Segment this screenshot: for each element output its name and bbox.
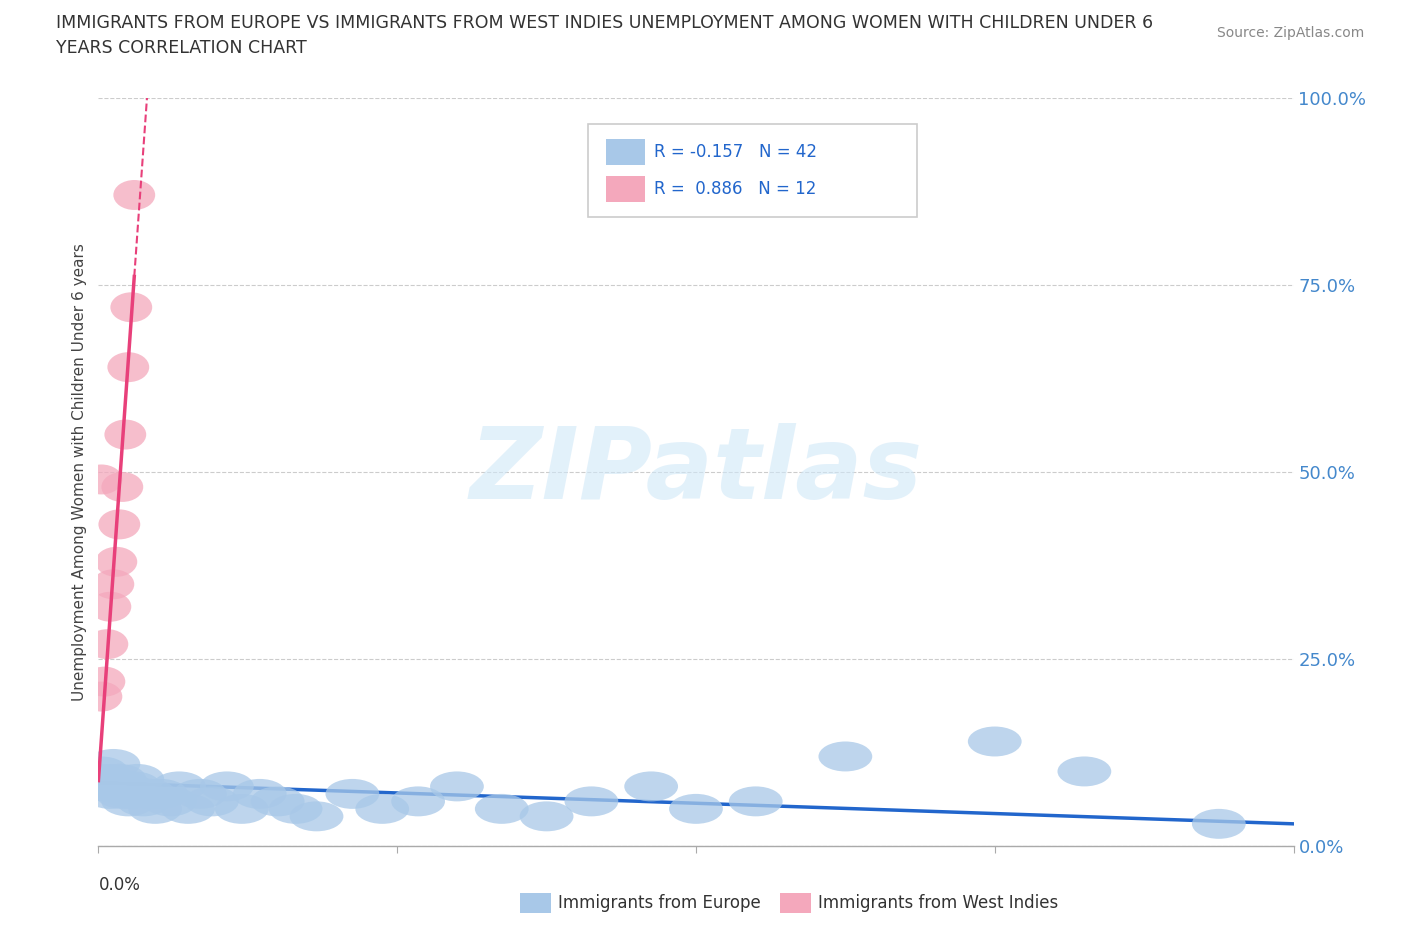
Ellipse shape [669, 794, 723, 824]
Ellipse shape [87, 630, 128, 659]
Ellipse shape [1192, 809, 1246, 839]
Ellipse shape [818, 741, 872, 772]
Ellipse shape [233, 779, 287, 809]
Ellipse shape [290, 802, 343, 831]
Ellipse shape [143, 787, 197, 817]
Ellipse shape [96, 779, 149, 809]
Ellipse shape [565, 787, 619, 817]
Ellipse shape [111, 764, 165, 794]
Ellipse shape [90, 772, 143, 802]
Ellipse shape [520, 802, 574, 831]
Ellipse shape [80, 764, 135, 794]
Bar [606, 177, 644, 203]
Y-axis label: Unemployment Among Women with Children Under 6 years: Unemployment Among Women with Children U… [72, 243, 87, 701]
Ellipse shape [624, 772, 678, 802]
Ellipse shape [87, 749, 141, 779]
FancyBboxPatch shape [589, 124, 917, 218]
Ellipse shape [111, 292, 152, 323]
Text: Source: ZipAtlas.com: Source: ZipAtlas.com [1216, 26, 1364, 40]
Ellipse shape [475, 794, 529, 824]
Ellipse shape [93, 569, 135, 599]
Ellipse shape [104, 419, 146, 449]
Text: YEARS CORRELATION CHART: YEARS CORRELATION CHART [56, 39, 307, 57]
Text: R = -0.157   N = 42: R = -0.157 N = 42 [654, 142, 817, 161]
Text: Immigrants from West Indies: Immigrants from West Indies [818, 894, 1059, 912]
Ellipse shape [173, 779, 226, 809]
Ellipse shape [326, 779, 380, 809]
Ellipse shape [1057, 756, 1111, 787]
Ellipse shape [93, 764, 146, 794]
Ellipse shape [128, 794, 183, 824]
Ellipse shape [80, 682, 122, 711]
Ellipse shape [215, 794, 269, 824]
Ellipse shape [83, 667, 125, 697]
Ellipse shape [107, 352, 149, 382]
Ellipse shape [122, 779, 176, 809]
Ellipse shape [152, 772, 207, 802]
Ellipse shape [98, 772, 152, 802]
Ellipse shape [101, 472, 143, 502]
Ellipse shape [250, 787, 305, 817]
Ellipse shape [114, 180, 155, 210]
Ellipse shape [80, 464, 122, 495]
Text: IMMIGRANTS FROM EUROPE VS IMMIGRANTS FROM WEST INDIES UNEMPLOYMENT AMONG WOMEN W: IMMIGRANTS FROM EUROPE VS IMMIGRANTS FRO… [56, 14, 1153, 32]
Ellipse shape [430, 772, 484, 802]
Ellipse shape [90, 591, 131, 622]
Ellipse shape [75, 756, 128, 787]
Bar [606, 139, 644, 165]
Ellipse shape [186, 787, 239, 817]
Ellipse shape [967, 726, 1022, 756]
Ellipse shape [135, 779, 188, 809]
Ellipse shape [117, 787, 170, 817]
Ellipse shape [391, 787, 446, 817]
Ellipse shape [200, 772, 254, 802]
Ellipse shape [356, 794, 409, 824]
Text: 0.0%: 0.0% [98, 876, 141, 895]
Ellipse shape [98, 510, 141, 539]
Ellipse shape [107, 772, 162, 802]
Ellipse shape [269, 794, 322, 824]
Ellipse shape [101, 787, 155, 817]
Text: Immigrants from Europe: Immigrants from Europe [558, 894, 761, 912]
Ellipse shape [83, 779, 138, 809]
Ellipse shape [77, 772, 131, 802]
Ellipse shape [162, 794, 215, 824]
Ellipse shape [728, 787, 783, 817]
Ellipse shape [96, 547, 138, 577]
Text: R =  0.886   N = 12: R = 0.886 N = 12 [654, 180, 817, 198]
Ellipse shape [104, 779, 159, 809]
Text: ZIPatlas: ZIPatlas [470, 423, 922, 521]
